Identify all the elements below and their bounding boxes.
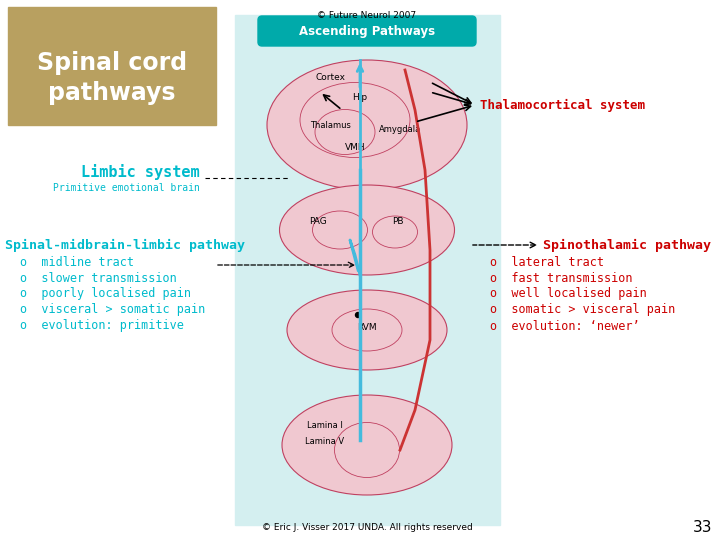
Ellipse shape	[282, 395, 452, 495]
Text: o  somatic > visceral pain: o somatic > visceral pain	[490, 303, 675, 316]
Text: Lamina V: Lamina V	[305, 437, 345, 447]
Text: o  slower transmission: o slower transmission	[20, 272, 176, 285]
Bar	[235, 15, 500, 525]
Ellipse shape	[356, 313, 361, 318]
Text: Spinal cord: Spinal cord	[37, 51, 187, 75]
Text: o  poorly localised pain: o poorly localised pain	[20, 287, 191, 300]
Text: Spinal-midbrain-limbic pathway: Spinal-midbrain-limbic pathway	[5, 239, 245, 252]
Text: o  midline tract: o midline tract	[20, 255, 134, 268]
Text: o  lateral tract: o lateral tract	[490, 255, 604, 268]
Text: Limbic system: Limbic system	[81, 164, 200, 180]
Text: Cortex: Cortex	[315, 73, 345, 83]
Text: o  evolution: ‘newer’: o evolution: ‘newer’	[490, 320, 639, 333]
Ellipse shape	[267, 60, 467, 190]
Text: PAG: PAG	[309, 218, 327, 226]
Text: Ascending Pathways: Ascending Pathways	[299, 24, 435, 37]
Text: PB: PB	[392, 218, 404, 226]
Text: © Future Neurol 2007: © Future Neurol 2007	[318, 10, 417, 19]
Ellipse shape	[372, 216, 418, 248]
Ellipse shape	[279, 185, 454, 275]
Ellipse shape	[287, 290, 447, 370]
Text: VMH: VMH	[345, 144, 365, 152]
Text: RVM: RVM	[357, 322, 377, 332]
Text: Hip: Hip	[352, 92, 368, 102]
Text: Thalamus: Thalamus	[310, 120, 351, 130]
Text: Primitive emotional brain: Primitive emotional brain	[53, 183, 200, 193]
Text: Lamina I: Lamina I	[307, 421, 343, 429]
Bar	[8, 7, 216, 125]
Ellipse shape	[300, 83, 410, 158]
Text: o  evolution: primitive: o evolution: primitive	[20, 320, 184, 333]
Text: o  well localised pain: o well localised pain	[490, 287, 647, 300]
Text: pathways: pathways	[48, 81, 176, 105]
Text: Thalamocortical system: Thalamocortical system	[480, 98, 645, 112]
Text: Amygdala: Amygdala	[379, 125, 421, 134]
Text: © Eric J. Visser 2017 UNDA. All rights reserved: © Eric J. Visser 2017 UNDA. All rights r…	[261, 523, 472, 532]
Ellipse shape	[315, 110, 375, 154]
Text: 33: 33	[693, 521, 713, 536]
FancyBboxPatch shape	[258, 16, 476, 46]
Ellipse shape	[312, 211, 367, 249]
Ellipse shape	[332, 309, 402, 351]
Text: o  visceral > somatic pain: o visceral > somatic pain	[20, 303, 205, 316]
Ellipse shape	[335, 422, 400, 477]
Text: o  fast transmission: o fast transmission	[490, 272, 632, 285]
Text: Spinothalamic pathway: Spinothalamic pathway	[543, 239, 711, 252]
